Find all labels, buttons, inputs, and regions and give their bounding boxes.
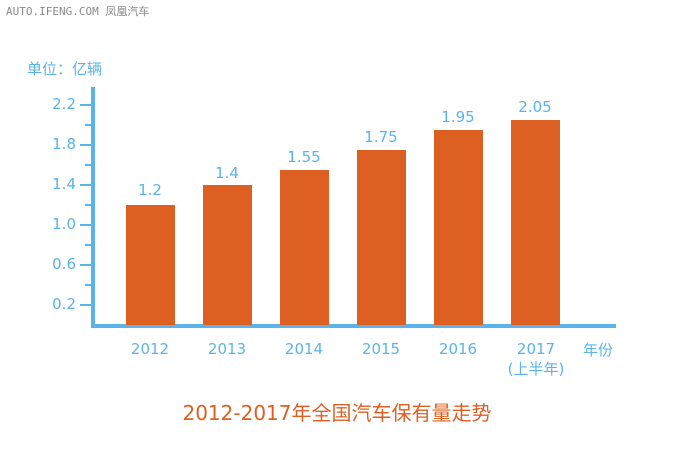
y-tick-label: 0.2 [52, 295, 76, 313]
y-tick [80, 144, 93, 146]
y-tick-label: 1.4 [52, 175, 76, 193]
y-tick [80, 304, 93, 306]
y-axis-line [91, 87, 95, 328]
bar-2015 [357, 150, 406, 325]
watermark: AUTO.IFENG.COM 凤凰汽车 [6, 5, 150, 18]
y-tick-label: 1.8 [52, 135, 76, 153]
y-tick [80, 184, 93, 186]
x-tick-label: 2012 [130, 340, 170, 358]
y-axis-unit-label: 单位：亿辆 [27, 60, 103, 78]
y-tick-label: 1.0 [52, 215, 76, 233]
value-label: 1.75 [364, 128, 398, 146]
y-tick [85, 124, 93, 126]
y-tick [80, 224, 93, 226]
value-label: 2.05 [518, 98, 552, 116]
y-tick [85, 204, 93, 206]
value-label: 1.4 [215, 164, 239, 182]
bar-2014 [280, 170, 329, 325]
y-tick-label: 0.6 [52, 255, 76, 273]
x-tick-label: 2013 [207, 340, 247, 358]
x-tick-label: 2016 [438, 340, 478, 358]
value-label: 1.95 [441, 108, 475, 126]
value-label: 1.2 [138, 181, 162, 199]
value-label: 1.55 [287, 148, 321, 166]
y-tick [85, 244, 93, 246]
x-tick-label: 2017 (上半年) [507, 340, 565, 378]
x-tick-label: 2014 [284, 340, 324, 358]
x-axis-unit-label: 年份 [583, 341, 614, 359]
x-tick-label: 2015 [361, 340, 401, 358]
y-tick [80, 104, 93, 106]
bar-2013 [203, 185, 252, 325]
y-tick-label: 2.2 [52, 95, 76, 113]
x-axis-line [91, 324, 616, 328]
bar-2012 [126, 205, 175, 325]
bar-2016 [434, 130, 483, 325]
y-tick [80, 264, 93, 266]
y-tick [85, 284, 93, 286]
chart-title: 2012-2017年全国汽车保有量走势 [182, 401, 492, 425]
bar-2017 [511, 120, 560, 325]
y-tick [85, 164, 93, 166]
